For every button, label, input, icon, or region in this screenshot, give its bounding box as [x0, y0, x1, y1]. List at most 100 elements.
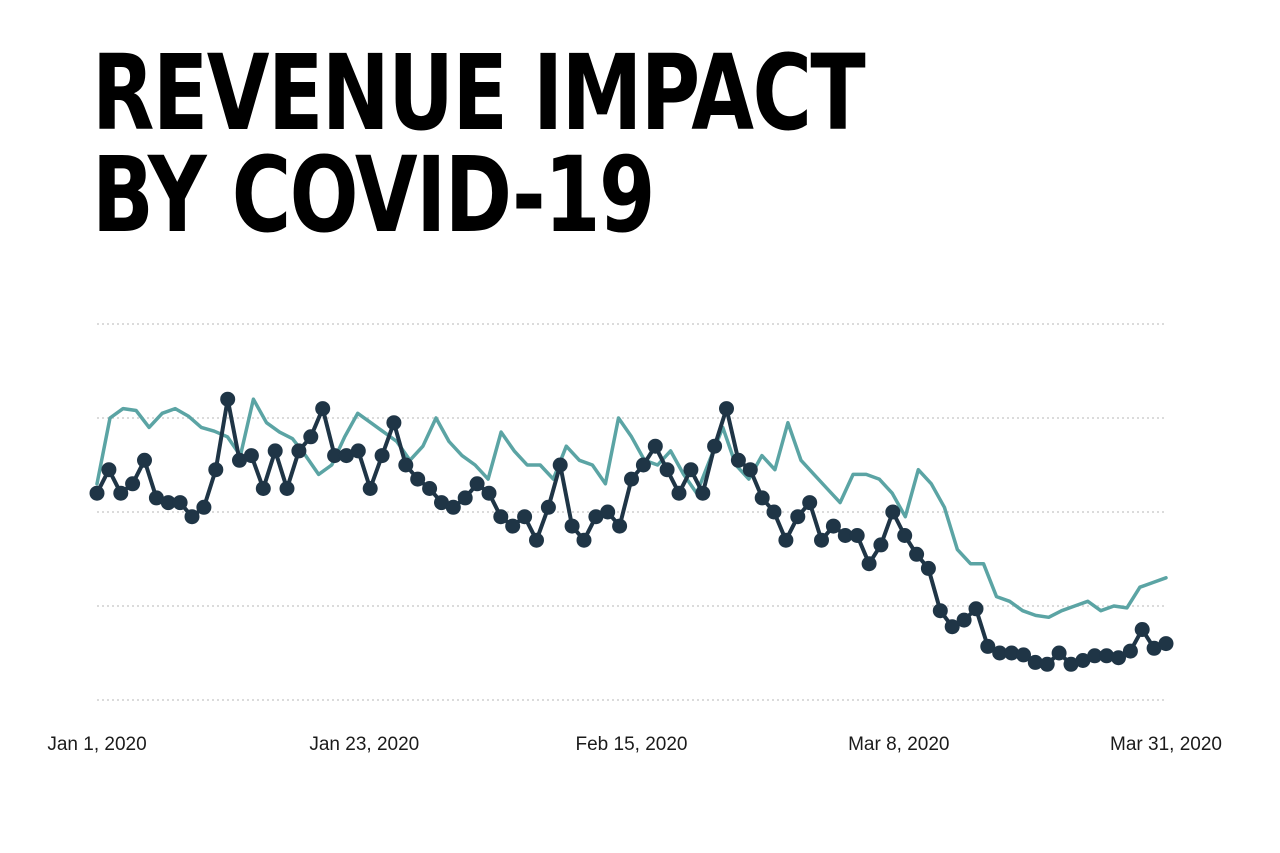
series-0-point: [196, 499, 212, 515]
series-0-point: [137, 452, 152, 468]
series-0-point: [730, 452, 746, 468]
series-0-point: [885, 504, 901, 520]
series-0-point: [220, 391, 236, 407]
series-0-point: [624, 471, 639, 487]
series-0-point: [1027, 654, 1043, 670]
series-0-point: [790, 509, 806, 525]
series-0-point: [980, 638, 996, 654]
series-0-point: [529, 532, 544, 548]
series-0-point: [267, 443, 283, 459]
series-0-point: [719, 401, 734, 417]
series-0-point: [909, 546, 925, 562]
series-0-point: [327, 448, 343, 464]
series-0-point: [992, 645, 1008, 661]
series-0-point: [695, 485, 711, 501]
series-1-line: [95, 397, 1168, 620]
series-0-point: [612, 518, 628, 534]
series-0-point: [184, 509, 200, 525]
gridlines: [97, 323, 1166, 701]
series-0-point: [1016, 647, 1031, 663]
series-0-point: [338, 448, 354, 464]
series-dark: [89, 391, 1174, 672]
series-0-point: [386, 415, 402, 431]
x-tick-label: Feb 15, 2020: [576, 734, 688, 755]
x-tick-label: Mar 31, 2020: [1110, 734, 1222, 755]
series-0-point: [766, 504, 782, 520]
chart-title-line-1: REVENUE IMPACT: [92, 32, 866, 154]
series-0-point: [101, 462, 117, 478]
series-0-point: [1134, 622, 1150, 637]
series-0-point: [1146, 640, 1162, 656]
series-0-point: [398, 457, 414, 473]
series-0-point: [1039, 656, 1055, 672]
x-tick-label: Mar 8, 2020: [848, 734, 949, 755]
series-0-point: [208, 462, 224, 478]
series-0-point: [635, 457, 651, 473]
series-0-point: [315, 401, 331, 417]
series-0-point: [172, 495, 188, 511]
series-0-point: [1087, 648, 1103, 664]
series-0-point: [422, 481, 438, 496]
series-0-point: [148, 490, 164, 506]
x-tick-label: Jan 1, 2020: [47, 734, 146, 755]
series-0-point: [802, 495, 818, 511]
series-0-point: [683, 462, 699, 478]
series-0-point: [291, 443, 307, 459]
series-0-point: [849, 528, 865, 543]
series-0-point: [659, 462, 675, 478]
series-0-point: [481, 485, 497, 501]
series-0-point: [1158, 636, 1174, 652]
series-0-point: [1111, 650, 1126, 666]
series-0-point: [469, 476, 485, 492]
series-0-point: [1099, 648, 1115, 664]
series-0-point: [671, 485, 687, 501]
series-0-point: [517, 509, 533, 525]
series-0-point: [457, 490, 473, 506]
series-0-point: [232, 452, 247, 468]
series-0-point: [861, 556, 877, 572]
series-0-point: [1051, 645, 1067, 661]
series-0-point: [1004, 645, 1020, 661]
series-0-point: [89, 485, 105, 501]
series-0-point: [920, 560, 936, 576]
series-0-point: [255, 481, 271, 496]
x-tick-label: Jan 23, 2020: [309, 734, 419, 755]
series-0-point: [944, 619, 960, 635]
series-0-point: [362, 481, 378, 496]
series-0-point: [588, 509, 604, 525]
series-0-point: [303, 429, 319, 445]
series-0-point: [1063, 656, 1079, 672]
series-0-point: [1075, 653, 1091, 668]
series-0-point: [374, 448, 390, 464]
series-0-point: [1122, 643, 1138, 659]
series-0-point: [505, 518, 521, 534]
series-0-point: [778, 532, 794, 548]
series-0-point: [350, 443, 366, 459]
series-0-point: [160, 495, 176, 511]
series-0-point: [434, 495, 449, 511]
series-0-point: [932, 603, 948, 619]
series-0-point: [968, 601, 984, 617]
series-0-point: [279, 481, 295, 496]
series-0-point: [540, 499, 556, 515]
series-0-point: [754, 490, 770, 506]
series-0-point: [125, 476, 141, 492]
series-0-point: [410, 471, 426, 487]
series-teal: [95, 397, 1168, 620]
series-0-point: [825, 518, 841, 534]
series-0-point: [243, 448, 259, 464]
series-0-point: [493, 509, 509, 525]
series-0-point: [956, 612, 972, 628]
series-0-point: [647, 438, 663, 454]
series-0-point: [814, 532, 829, 548]
chart-title-line-2: BY COVID-19: [92, 134, 655, 256]
series-0-point: [742, 462, 758, 478]
series-0-point: [707, 438, 723, 454]
series-0-point: [564, 518, 580, 534]
series-0-point: [552, 457, 568, 473]
chart-title: REVENUE IMPACT BY COVID-19: [92, 32, 866, 256]
series-0-point: [897, 528, 913, 543]
x-axis-ticks: Jan 1, 2020 Jan 23, 2020 Feb 15, 2020 Mar 8…: [47, 734, 1222, 755]
series-0-point: [576, 532, 592, 548]
